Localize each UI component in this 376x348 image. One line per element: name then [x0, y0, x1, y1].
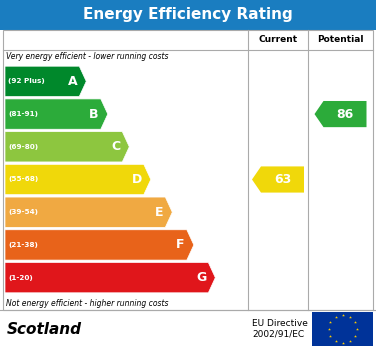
Text: 2002/91/EC: 2002/91/EC — [252, 330, 304, 339]
Text: (39-54): (39-54) — [8, 209, 38, 215]
Text: (55-68): (55-68) — [8, 176, 38, 182]
Text: D: D — [132, 173, 142, 186]
Polygon shape — [5, 262, 215, 293]
Text: EU Directive: EU Directive — [252, 319, 308, 329]
Text: Potential: Potential — [317, 35, 364, 45]
Polygon shape — [5, 197, 172, 227]
Text: C: C — [111, 140, 120, 153]
Text: Current: Current — [258, 35, 297, 45]
Text: B: B — [89, 108, 99, 120]
Text: Energy Efficiency Rating: Energy Efficiency Rating — [83, 8, 293, 23]
Text: 86: 86 — [337, 108, 353, 120]
Polygon shape — [5, 164, 151, 195]
Text: G: G — [196, 271, 206, 284]
Text: (81-91): (81-91) — [8, 111, 38, 117]
Text: (69-80): (69-80) — [8, 144, 38, 150]
Bar — [312, 312, 373, 346]
Text: (1-20): (1-20) — [8, 275, 33, 280]
Text: 63: 63 — [274, 173, 291, 186]
Text: (21-38): (21-38) — [8, 242, 38, 248]
Polygon shape — [5, 230, 194, 260]
Text: Not energy efficient - higher running costs: Not energy efficient - higher running co… — [6, 299, 168, 308]
Text: Scotland: Scotland — [7, 322, 82, 337]
Bar — [0, 0, 376, 30]
Polygon shape — [252, 166, 304, 192]
Text: A: A — [68, 75, 77, 88]
Bar — [3, 30, 373, 310]
Polygon shape — [5, 132, 129, 162]
Polygon shape — [5, 99, 108, 129]
Text: F: F — [176, 238, 185, 251]
Text: (92 Plus): (92 Plus) — [8, 78, 45, 84]
Text: Very energy efficient - lower running costs: Very energy efficient - lower running co… — [6, 52, 168, 61]
Polygon shape — [5, 66, 86, 96]
Polygon shape — [314, 101, 367, 127]
Text: E: E — [155, 206, 163, 219]
